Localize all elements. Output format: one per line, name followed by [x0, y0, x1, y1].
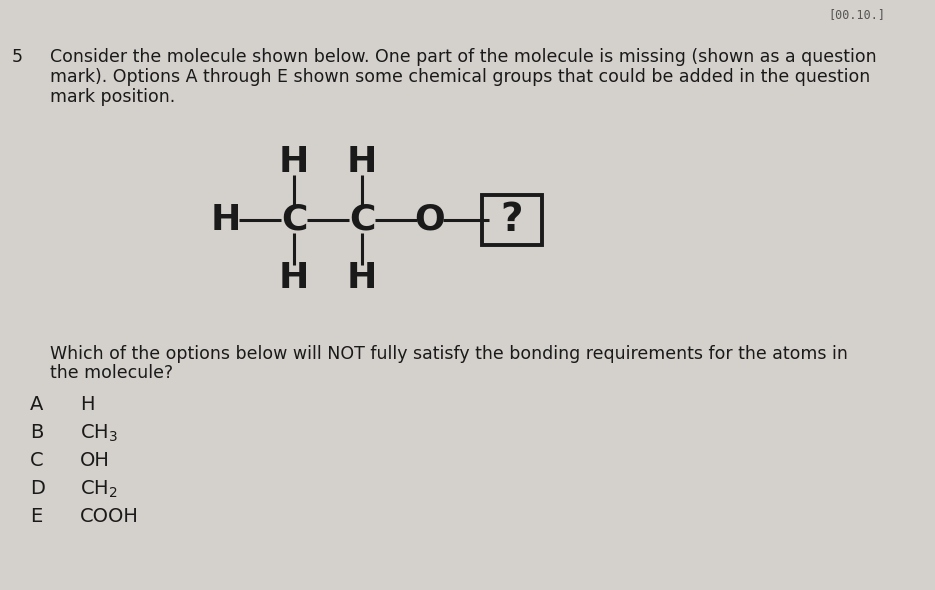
Text: ?: ?	[501, 201, 524, 239]
Text: COOH: COOH	[80, 507, 139, 526]
Bar	[482, 195, 542, 245]
Text: mark position.: mark position.	[50, 88, 175, 106]
Text: H: H	[80, 395, 94, 414]
Text: H: H	[347, 145, 377, 179]
Text: O: O	[414, 203, 445, 237]
Text: CH$_2$: CH$_2$	[80, 479, 118, 500]
Text: OH: OH	[80, 451, 110, 470]
Text: CH$_3$: CH$_3$	[80, 423, 118, 444]
Text: A: A	[30, 395, 43, 414]
Text: H: H	[347, 261, 377, 295]
Text: C: C	[30, 451, 44, 470]
Text: the molecule?: the molecule?	[50, 364, 173, 382]
Text: H: H	[279, 145, 309, 179]
Text: C: C	[280, 203, 308, 237]
Text: Consider the molecule shown below. One part of the molecule is missing (shown as: Consider the molecule shown below. One p…	[50, 48, 877, 66]
Text: 5: 5	[12, 48, 23, 66]
Text: Which of the options below will NOT fully satisfy the bonding requirements for t: Which of the options below will NOT full…	[50, 345, 848, 363]
Text: E: E	[30, 507, 42, 526]
Text: mark). Options A through E shown some chemical groups that could be added in the: mark). Options A through E shown some ch…	[50, 68, 870, 86]
Text: D: D	[30, 479, 45, 498]
Text: [00.10.]: [00.10.]	[828, 8, 885, 21]
Text: B: B	[30, 423, 43, 442]
Text: H: H	[210, 203, 241, 237]
Text: H: H	[279, 261, 309, 295]
Text: C: C	[349, 203, 375, 237]
